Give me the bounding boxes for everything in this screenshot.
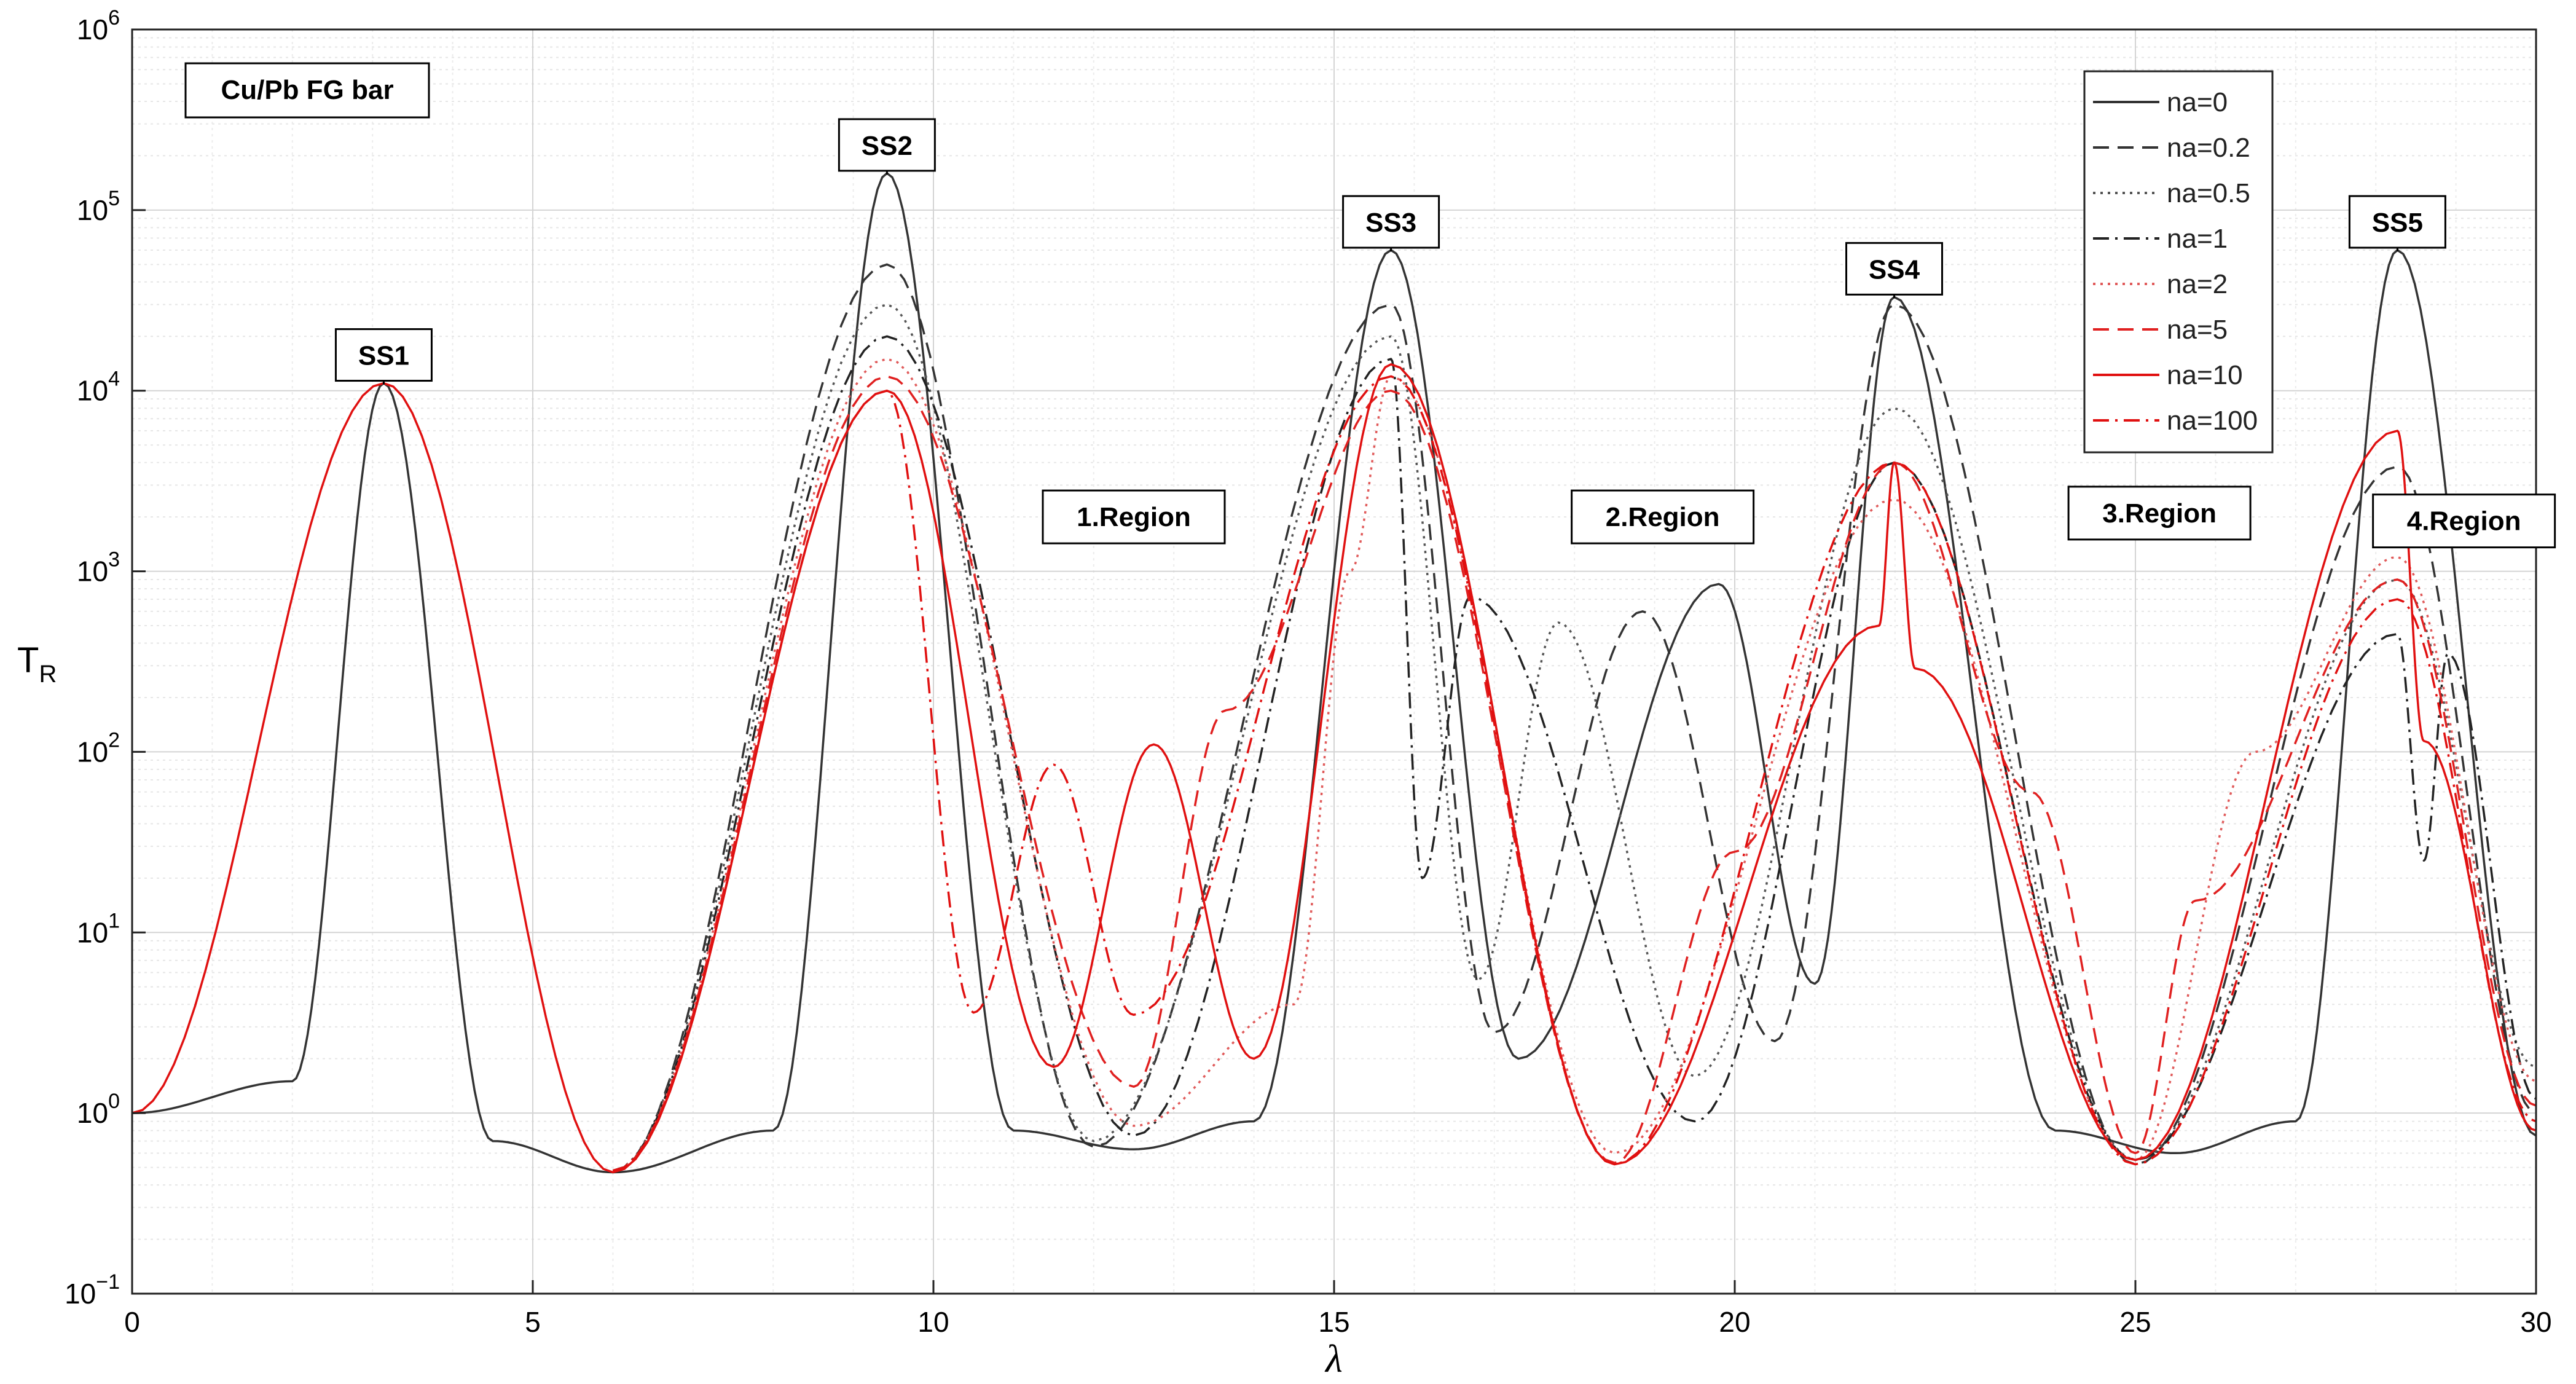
y-tick-exponent: 1: [108, 909, 120, 932]
region-box: [2067, 486, 2252, 541]
y-tick-label: 104: [77, 368, 120, 407]
region-box: [1571, 489, 1755, 545]
region-4.Region: 4.Region: [2372, 493, 2556, 549]
y-tick-base: 10: [77, 916, 108, 948]
annotation-SS2: SS2: [838, 118, 936, 175]
y-tick-base: 10: [77, 14, 108, 45]
legend-label: na=5: [2167, 315, 2228, 345]
x-tick-label: 30: [2520, 1306, 2551, 1338]
legend-item-na=0: na=0: [2093, 87, 2228, 117]
x-tick-label: 15: [1318, 1306, 1349, 1338]
region-box: [2372, 493, 2556, 549]
x-tick-label: 5: [525, 1306, 541, 1338]
annotation-box: [2348, 195, 2446, 249]
region-label: 4.Region: [2407, 506, 2521, 537]
y-tick-exponent: 3: [108, 548, 120, 572]
legend-item-na=0.5: na=0.5: [2093, 178, 2250, 208]
region-box: [1042, 489, 1226, 545]
legend-label: na=0.2: [2167, 133, 2250, 163]
annotation-label: SS3: [1365, 208, 1416, 238]
y-tick-label: 102: [77, 728, 120, 768]
x-axis-label: λ: [1324, 1337, 1343, 1380]
x-tick-label: 10: [917, 1306, 949, 1338]
annotation-box: [838, 118, 936, 172]
annotation-SS3: SS3: [1342, 195, 1440, 252]
annotation-SS1: SS1: [334, 328, 433, 385]
annotation-SS5: SS5: [2348, 195, 2446, 252]
legend-label: na=1: [2167, 224, 2228, 254]
y-tick-base: 10: [65, 1278, 96, 1310]
y-tick-exponent: 0: [108, 1090, 120, 1113]
y-tick-exponent: 4: [108, 368, 120, 391]
legend-item-na=10: na=10: [2093, 360, 2243, 390]
legend-box: [2083, 70, 2274, 454]
annotation-box: [334, 328, 433, 382]
annotation-box: [1342, 195, 1440, 249]
x-tick-label: 0: [124, 1306, 140, 1338]
y-tick-exponent: 2: [108, 728, 120, 752]
legend-label: na=100: [2167, 406, 2258, 436]
region-labels: 1.Region 2.Region 3.Region 4.Region: [1042, 486, 2556, 549]
y-tick-base: 10: [77, 736, 108, 768]
y-tick-exponent: −1: [96, 1270, 120, 1294]
series-line-na=0.5: [612, 303, 2537, 1172]
region-2.Region: 2.Region: [1571, 489, 1755, 545]
series-line-na=1: [612, 335, 2537, 1172]
legend-item-na=2: na=2: [2093, 269, 2228, 299]
y-tick-base: 10: [77, 375, 108, 407]
legend: na=0 na=0.2 na=0.5 na=1 na=2 na=5 na=10 na=100: [2083, 70, 2274, 454]
region-3.Region: 3.Region: [2067, 486, 2252, 541]
legend-label: na=0.5: [2167, 178, 2250, 208]
legend-item-na=5: na=5: [2093, 315, 2228, 345]
y-tick-label: 10−1: [65, 1270, 120, 1310]
annotation-label: SS5: [2372, 208, 2423, 238]
y-tick-label: 101: [77, 909, 120, 948]
y-tick-label: 105: [77, 187, 120, 226]
y-tick-label: 106: [77, 6, 120, 45]
legend-item-na=1: na=1: [2093, 224, 2228, 254]
y-tick-exponent: 5: [108, 187, 120, 210]
annotation-label: SS1: [358, 341, 409, 371]
region-label: 2.Region: [1606, 502, 1720, 532]
y-tick-base: 10: [77, 556, 108, 588]
plot-series: [132, 172, 2537, 1174]
legend-label: na=0: [2167, 87, 2228, 117]
legend-item-na=100: na=100: [2093, 406, 2258, 436]
annotation-box: [1845, 242, 1943, 296]
y-axis-label-main: T: [17, 640, 39, 680]
x-tick-label: 25: [2119, 1306, 2151, 1338]
y-axis-label-sub: R: [39, 661, 57, 688]
series-line-na=5: [612, 375, 2537, 1172]
annotation-SS4: SS4: [1845, 242, 1943, 299]
region-label: 3.Region: [2102, 498, 2217, 529]
annotation-label: SS4: [1869, 254, 1920, 285]
series-line-na=100: [612, 375, 2537, 1172]
y-tick-exponent: 6: [108, 6, 120, 29]
legend-label: na=10: [2167, 360, 2243, 390]
region-label: 1.Region: [1077, 502, 1191, 532]
y-tick-label: 103: [77, 548, 120, 588]
y-tick-base: 10: [77, 194, 108, 226]
annotation-label: SS2: [862, 131, 913, 161]
series-line-na=0.2: [612, 263, 2537, 1174]
region-1.Region: 1.Region: [1042, 489, 1226, 545]
legend-item-na=0.2: na=0.2: [2093, 133, 2250, 163]
material-label: Cu/Pb FG bar: [221, 75, 393, 105]
y-tick-label: 100: [77, 1090, 120, 1129]
material-label-box: Cu/Pb FG bar: [184, 62, 430, 119]
y-axis-label: TR: [17, 640, 57, 688]
x-axis-ticks: 0 5 10 15 20 25 30: [124, 1280, 2552, 1338]
resonance-annotations: SS1 SS2 SS3 SS4 SS5: [334, 118, 2446, 385]
x-tick-label: 20: [1719, 1306, 1750, 1338]
y-tick-base: 10: [77, 1097, 108, 1129]
legend-label: na=2: [2167, 269, 2228, 299]
